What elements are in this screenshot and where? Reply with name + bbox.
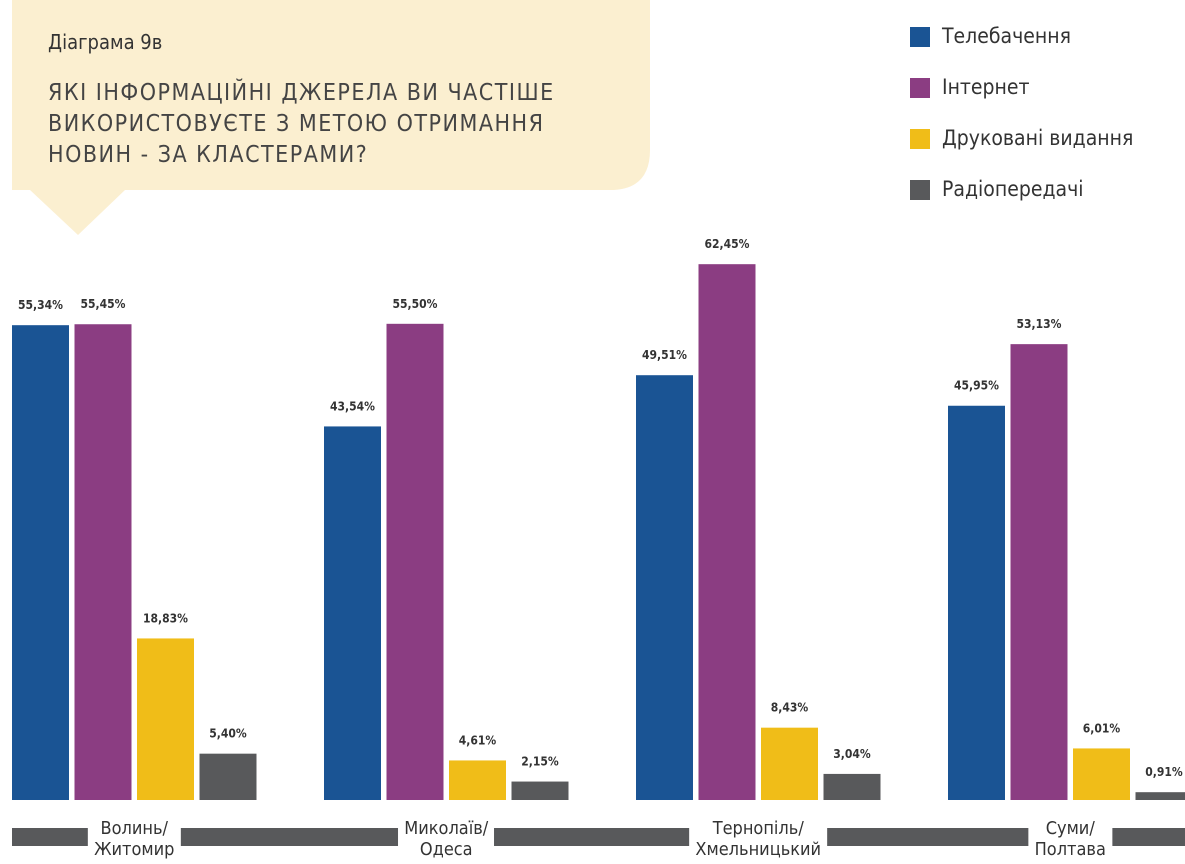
bar xyxy=(636,375,693,800)
x-tick-label: Миколаїв/ Одеса xyxy=(398,818,495,860)
value-label: 8,43% xyxy=(771,701,809,715)
legend-label: Друковані видання xyxy=(942,126,1133,150)
bar xyxy=(823,773,881,800)
legend-swatch xyxy=(910,27,930,47)
legend-swatch xyxy=(910,78,930,98)
legend-label: Інтернет xyxy=(942,75,1030,99)
legend-label: Радіопередачі xyxy=(942,177,1084,201)
bar xyxy=(761,727,818,800)
bar xyxy=(1073,748,1130,800)
bar xyxy=(1010,344,1068,800)
value-label: 55,45% xyxy=(81,297,126,311)
bar xyxy=(12,325,69,800)
value-label: 55,50% xyxy=(393,297,438,311)
bar xyxy=(199,753,257,800)
bar xyxy=(137,638,194,800)
bar xyxy=(449,760,506,800)
value-label: 45,95% xyxy=(954,379,999,393)
bar xyxy=(324,426,381,800)
x-tick-label: Суми/ Полтава xyxy=(1028,818,1112,860)
bar xyxy=(511,781,569,800)
value-label: 3,04% xyxy=(833,747,871,761)
chart-title: Діаграма 9в xyxy=(48,30,163,54)
value-label: 0,91% xyxy=(1145,765,1183,779)
value-label: 18,83% xyxy=(143,611,188,625)
value-label: 5,40% xyxy=(209,727,247,741)
chart-subtitle: ЯКІ ІНФОРМАЦІЙНІ ДЖЕРЕЛА ВИ ЧАСТІШЕ ВИКО… xyxy=(48,80,555,168)
bar xyxy=(386,323,444,800)
legend-swatch xyxy=(910,129,930,149)
callout xyxy=(12,0,650,235)
x-tick-label: Волинь/ Житомир xyxy=(88,818,181,860)
value-label: 62,45% xyxy=(705,237,750,251)
value-label: 55,34% xyxy=(18,298,63,312)
bar xyxy=(1135,792,1185,800)
bar xyxy=(74,324,132,800)
value-label: 2,15% xyxy=(521,755,559,769)
value-label: 49,51% xyxy=(642,348,687,362)
value-label: 53,13% xyxy=(1017,317,1062,331)
bar xyxy=(948,405,1005,800)
bar xyxy=(698,264,756,801)
value-label: 4,61% xyxy=(459,733,497,747)
x-tick-label: Тернопіль/ Хмельницький xyxy=(689,818,828,860)
legend-label: Телебачення xyxy=(941,24,1071,48)
legend-swatch xyxy=(910,180,930,200)
baseline-strip xyxy=(12,828,1185,846)
value-label: 43,54% xyxy=(330,399,375,413)
value-label: 6,01% xyxy=(1083,721,1121,735)
